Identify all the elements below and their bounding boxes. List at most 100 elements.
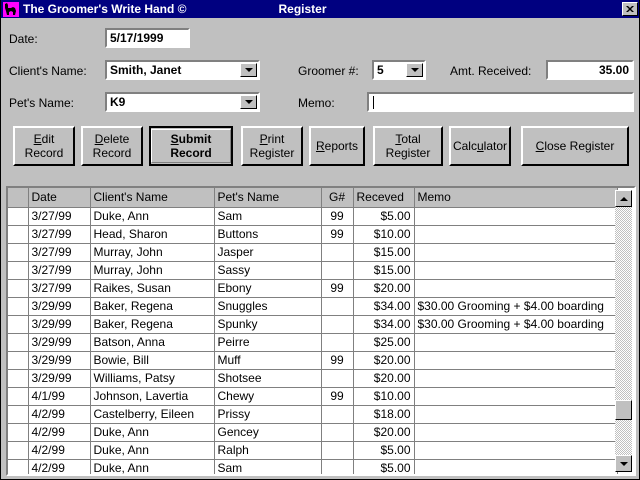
cell-client-name[interactable]: Williams, Patsy <box>90 369 215 388</box>
cell-date[interactable]: 4/1/99 <box>28 387 91 406</box>
cell-received-amount[interactable]: $15.00 <box>353 261 415 280</box>
column-header-memo[interactable]: Memo <box>414 188 618 208</box>
cell-memo[interactable] <box>414 369 618 388</box>
scroll-down-icon[interactable] <box>615 455 632 472</box>
cell-received-amount[interactable]: $10.00 <box>353 387 415 406</box>
cell-groomer-number[interactable]: 99 <box>321 387 354 406</box>
cell-memo[interactable] <box>414 279 618 298</box>
table-row[interactable]: 3/29/99 Williams, Patsy Shotsee $20.00 <box>8 369 618 388</box>
cell-memo[interactable] <box>414 387 618 406</box>
row-selector-cell[interactable] <box>8 423 29 442</box>
cell-client-name[interactable]: Head, Sharon <box>90 225 215 244</box>
cell-received-amount[interactable]: $34.00 <box>353 297 415 316</box>
cell-memo[interactable] <box>414 207 618 226</box>
table-row[interactable]: 3/29/99 Baker, Regena Spunky $34.00 $30.00 G… <box>8 315 618 334</box>
amount-received-field[interactable]: 35.00 <box>546 60 634 80</box>
cell-groomer-number[interactable]: 99 <box>321 279 354 298</box>
row-selector-cell[interactable] <box>8 405 29 424</box>
table-row[interactable]: 3/29/99 Baker, Regena Snuggles $34.00 $30.00… <box>8 297 618 316</box>
cell-pet-name[interactable]: Ralph <box>214 441 322 460</box>
cell-pet-name[interactable]: Prissy <box>214 405 322 424</box>
cell-pet-name[interactable]: Ebony <box>214 279 322 298</box>
cell-received-amount[interactable]: $20.00 <box>353 369 415 388</box>
table-row[interactable]: 3/27/99 Murray, John Jasper $15.00 <box>8 243 618 262</box>
total-register-button[interactable]: Total Register <box>373 126 443 166</box>
table-row[interactable]: 4/2/99 Castelberry, Eileen Prissy $18.00 <box>8 405 618 424</box>
memo-field[interactable] <box>367 92 634 112</box>
cell-received-amount[interactable]: $5.00 <box>353 459 415 474</box>
cell-pet-name[interactable]: Peirre <box>214 333 322 352</box>
register-grid[interactable]: Date Client's Name Pet's Name G# Receved Memo… <box>6 186 636 476</box>
column-header-date[interactable]: Date <box>28 188 91 208</box>
scrollbar-thumb[interactable] <box>615 400 632 420</box>
date-field[interactable]: 5/17/1999 <box>105 28 190 48</box>
cell-client-name[interactable]: Duke, Ann <box>90 423 215 442</box>
scroll-up-icon[interactable] <box>615 190 632 207</box>
cell-groomer-number[interactable] <box>321 243 354 262</box>
cell-groomer-number[interactable] <box>321 315 354 334</box>
reports-button[interactable]: Reports <box>309 126 365 166</box>
cell-memo[interactable] <box>414 441 618 460</box>
calculator-button[interactable]: Calculator <box>449 126 511 166</box>
table-row[interactable]: 3/27/99 Murray, John Sassy $15.00 <box>8 261 618 280</box>
row-selector-cell[interactable] <box>8 333 29 352</box>
cell-client-name[interactable]: Castelberry, Eileen <box>90 405 215 424</box>
table-row[interactable]: 3/29/99 Batson, Anna Peirre $25.00 <box>8 333 618 352</box>
cell-groomer-number[interactable] <box>321 297 354 316</box>
cell-groomer-number[interactable] <box>321 441 354 460</box>
cell-date[interactable]: 4/2/99 <box>28 441 91 460</box>
chevron-down-icon[interactable] <box>240 63 257 77</box>
cell-client-name[interactable]: Raikes, Susan <box>90 279 215 298</box>
print-register-button[interactable]: Print Register <box>241 126 303 166</box>
cell-memo[interactable] <box>414 351 618 370</box>
cell-groomer-number[interactable] <box>321 369 354 388</box>
row-selector-cell[interactable] <box>8 459 29 474</box>
cell-received-amount[interactable]: $5.00 <box>353 207 415 226</box>
row-selector-cell[interactable] <box>8 351 29 370</box>
table-row[interactable]: 3/29/99 Bowie, Bill Muff 99 $20.00 <box>8 351 618 370</box>
close-icon[interactable] <box>622 2 638 16</box>
cell-memo[interactable] <box>414 423 618 442</box>
cell-received-amount[interactable]: $20.00 <box>353 423 415 442</box>
cell-memo[interactable] <box>414 405 618 424</box>
row-selector-cell[interactable] <box>8 279 29 298</box>
table-row[interactable]: 4/1/99 Johnson, Lavertia Chewy 99 $10.00 <box>8 387 618 406</box>
cell-groomer-number[interactable] <box>321 423 354 442</box>
table-row[interactable]: 4/2/99 Duke, Ann Sam $5.00 <box>8 459 618 474</box>
cell-pet-name[interactable]: Gencey <box>214 423 322 442</box>
cell-pet-name[interactable]: Muff <box>214 351 322 370</box>
cell-groomer-number[interactable]: 99 <box>321 207 354 226</box>
vertical-scrollbar[interactable] <box>615 190 632 472</box>
chevron-down-icon[interactable] <box>240 95 257 109</box>
row-selector-cell[interactable] <box>8 225 29 244</box>
row-selector-cell[interactable] <box>8 243 29 262</box>
cell-date[interactable]: 3/29/99 <box>28 333 91 352</box>
cell-pet-name[interactable]: Spunky <box>214 315 322 334</box>
cell-received-amount[interactable]: $25.00 <box>353 333 415 352</box>
cell-client-name[interactable]: Duke, Ann <box>90 207 215 226</box>
column-header-client-s-name[interactable]: Client's Name <box>90 188 215 208</box>
column-header-g[interactable]: G# <box>321 188 354 208</box>
table-row[interactable]: 4/2/99 Duke, Ann Ralph $5.00 <box>8 441 618 460</box>
row-selector-cell[interactable] <box>8 387 29 406</box>
row-selector-cell[interactable] <box>8 297 29 316</box>
cell-date[interactable]: 3/29/99 <box>28 351 91 370</box>
cell-groomer-number[interactable] <box>321 405 354 424</box>
cell-received-amount[interactable]: $5.00 <box>353 441 415 460</box>
column-header-receved[interactable]: Receved <box>353 188 415 208</box>
cell-date[interactable]: 4/2/99 <box>28 405 91 424</box>
cell-client-name[interactable]: Baker, Regena <box>90 315 215 334</box>
cell-memo[interactable] <box>414 333 618 352</box>
submit-record-button[interactable]: Submit Record <box>149 126 233 166</box>
row-selector-cell[interactable] <box>8 315 29 334</box>
cell-pet-name[interactable]: Jasper <box>214 243 322 262</box>
cell-memo[interactable] <box>414 261 618 280</box>
cell-client-name[interactable]: Murray, John <box>90 261 215 280</box>
cell-client-name[interactable]: Batson, Anna <box>90 333 215 352</box>
delete-record-button[interactable]: Delete Record <box>81 126 143 166</box>
cell-client-name[interactable]: Bowie, Bill <box>90 351 215 370</box>
cell-date[interactable]: 3/29/99 <box>28 297 91 316</box>
close-register-button[interactable]: Close Register <box>521 126 629 166</box>
row-selector-cell[interactable] <box>8 207 29 226</box>
cell-memo[interactable] <box>414 243 618 262</box>
